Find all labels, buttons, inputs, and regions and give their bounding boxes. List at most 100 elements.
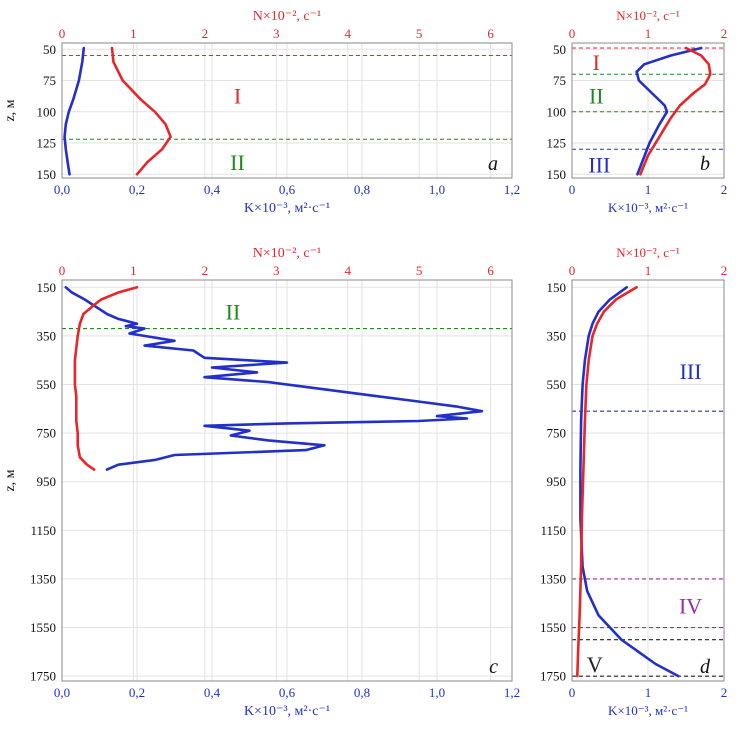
y-tick-label: 350 — [547, 328, 567, 343]
y-tick-label: 125 — [547, 136, 567, 151]
y-tick-label: 150 — [547, 167, 567, 182]
k-series-line — [64, 285, 484, 471]
zone-label: V — [587, 652, 603, 677]
x-bottom-tick-label: 1 — [645, 182, 652, 197]
y-tick-label: 350 — [37, 328, 57, 343]
y-axis-title: z, м — [3, 469, 18, 491]
y-tick-label: 1550 — [540, 620, 566, 635]
x-top-tick-label: 6 — [487, 26, 494, 41]
panel-letter: b — [700, 153, 710, 175]
x-top-tick-label: 4 — [344, 263, 351, 278]
x-bottom-tick-label: 1,2 — [504, 685, 520, 700]
zone-label: III — [680, 359, 702, 384]
x-bottom-tick-label: 0,4 — [204, 182, 221, 197]
k-series-line — [63, 46, 86, 176]
x-bottom-tick-label: 0 — [569, 182, 576, 197]
x-top-axis-title: N×10⁻², с⁻¹ — [253, 9, 321, 24]
panel-letter: a — [488, 153, 498, 175]
zone-label: II — [589, 84, 604, 109]
x-bottom-tick-label: 0 — [569, 685, 576, 700]
y-tick-label: 950 — [547, 474, 567, 489]
y-tick-label: 550 — [547, 377, 567, 392]
x-bottom-axis-title: K×10⁻³, м²·с⁻¹ — [608, 703, 688, 718]
panel-letter: c — [489, 656, 498, 678]
x-top-tick-label: 0 — [59, 263, 66, 278]
y-tick-label: 150 — [547, 280, 567, 295]
x-bottom-tick-label: 0,6 — [279, 685, 296, 700]
x-top-tick-label: 0 — [569, 26, 576, 41]
y-tick-label: 550 — [37, 377, 57, 392]
x-top-tick-label: 5 — [416, 263, 423, 278]
y-tick-label: 1550 — [30, 620, 56, 635]
y-tick-label: 750 — [37, 426, 57, 441]
x-top-tick-label: 3 — [273, 263, 280, 278]
y-tick-label: 150 — [37, 167, 57, 182]
x-bottom-tick-label: 1,0 — [429, 685, 445, 700]
plot-frame — [571, 42, 725, 179]
zone-label: II — [226, 300, 241, 325]
x-bottom-axis-title: K×10⁻³, м²·с⁻¹ — [244, 201, 330, 216]
x-top-tick-label: 1 — [130, 26, 137, 41]
k-series-line — [579, 285, 680, 678]
x-top-tick-label: 5 — [416, 26, 423, 41]
x-bottom-tick-label: 1 — [645, 685, 652, 700]
y-tick-label: 1350 — [30, 571, 56, 586]
x-bottom-tick-label: 0,2 — [129, 182, 145, 197]
y-axis-title: z, м — [3, 99, 18, 121]
n-series-line — [575, 285, 638, 678]
x-top-axis-title: N×10⁻², с⁻¹ — [616, 8, 680, 23]
k-series-line — [635, 46, 703, 176]
x-top-axis-title: N×10⁻², с⁻¹ — [253, 246, 321, 261]
y-tick-label: 100 — [547, 104, 567, 119]
n-series-line — [110, 46, 172, 176]
plot-frame — [571, 279, 725, 682]
x-top-axis-title: N×10⁻², с⁻¹ — [616, 245, 680, 260]
zone-label: III — [588, 152, 610, 177]
y-tick-label: 50 — [553, 42, 566, 57]
panel-letter: d — [700, 656, 711, 678]
y-tick-label: 1350 — [540, 571, 566, 586]
n-series-line — [73, 285, 139, 471]
y-tick-label: 150 — [37, 280, 57, 295]
zone-label: II — [230, 150, 245, 175]
y-tick-label: 950 — [37, 474, 57, 489]
x-bottom-tick-label: 0,0 — [54, 685, 70, 700]
zone-label: I — [593, 50, 600, 75]
y-tick-label: 75 — [553, 73, 566, 88]
zone-label: IV — [679, 594, 702, 619]
x-top-tick-label: 0 — [59, 26, 66, 41]
x-top-tick-label: 2 — [721, 263, 728, 278]
x-bottom-tick-label: 2 — [721, 182, 728, 197]
x-top-tick-label: 2 — [202, 263, 209, 278]
x-top-tick-label: 1 — [130, 263, 137, 278]
x-bottom-tick-label: 1,2 — [504, 182, 520, 197]
y-tick-label: 100 — [37, 104, 57, 119]
x-bottom-tick-label: 0,0 — [54, 182, 70, 197]
y-tick-label: 50 — [43, 42, 56, 57]
x-bottom-axis-title: K×10⁻³, м²·с⁻¹ — [608, 200, 688, 215]
y-tick-label: 1750 — [540, 669, 566, 684]
x-top-tick-label: 4 — [344, 26, 351, 41]
x-top-tick-label: 2 — [202, 26, 209, 41]
plot-frame — [61, 279, 513, 682]
x-bottom-tick-label: 2 — [721, 685, 728, 700]
y-tick-label: 1750 — [30, 669, 56, 684]
x-top-tick-label: 1 — [645, 263, 652, 278]
zone-label: I — [234, 84, 241, 109]
x-bottom-tick-label: 0,4 — [204, 685, 221, 700]
x-bottom-axis-title: K×10⁻³, м²·с⁻¹ — [244, 704, 330, 719]
x-top-tick-label: 0 — [569, 263, 576, 278]
x-top-tick-label: 3 — [273, 26, 280, 41]
plot-frame — [61, 42, 513, 179]
y-tick-label: 750 — [547, 426, 567, 441]
x-bottom-tick-label: 0,2 — [129, 685, 145, 700]
y-tick-label: 125 — [37, 136, 57, 151]
x-top-tick-label: 6 — [487, 263, 494, 278]
y-tick-label: 1150 — [540, 523, 566, 538]
n-series-line — [639, 46, 712, 176]
